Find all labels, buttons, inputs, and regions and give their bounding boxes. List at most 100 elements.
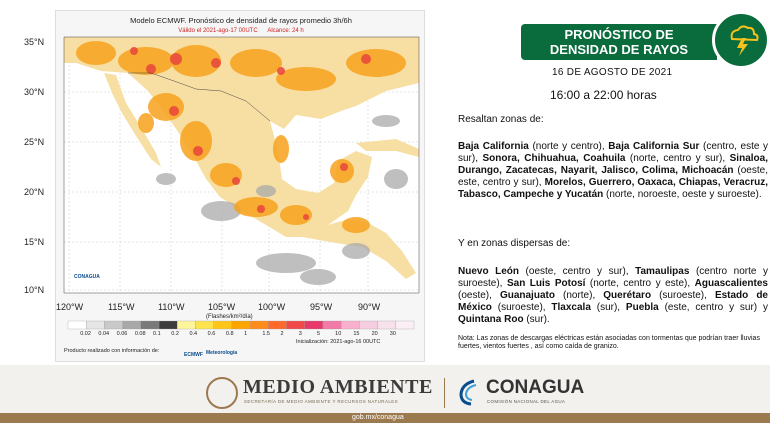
lightning-cloud-icon	[712, 11, 770, 69]
lat-label: 25°N	[24, 137, 45, 147]
scale-swatch	[231, 320, 251, 330]
header-title-line1: PRONÓSTICO DE	[564, 27, 674, 42]
scale-tick-label: 0.2	[171, 331, 179, 337]
meteorologia-logo: Meteorología	[206, 350, 238, 356]
scale-swatch	[322, 320, 342, 330]
zone-detail: (este, centro y sur) y	[658, 302, 768, 313]
scale-swatch	[67, 320, 87, 330]
zone-detail: (suroeste),	[491, 302, 552, 313]
scale-tick-label: 0.1	[153, 331, 161, 337]
scale-swatch	[86, 320, 105, 330]
zone-name: Baja California	[458, 141, 529, 152]
scale-swatch	[140, 320, 160, 330]
scale-tick-label: 1.5	[262, 331, 270, 337]
scale-swatch	[177, 320, 196, 330]
scale-tick-label: 15	[353, 331, 360, 337]
map-canvas	[63, 36, 420, 330]
zone-detail: (norte, centro y este),	[585, 278, 695, 289]
scale-tick-label: 0.02	[80, 331, 91, 337]
scale-tick-label: 3	[298, 331, 302, 337]
scale-tick-label: 0.04	[98, 331, 110, 337]
intro-scattered: Y en zonas dispersas de:	[458, 238, 571, 249]
zone-name: Guanajuato	[499, 290, 555, 301]
scale-tick-label: 0.8	[225, 331, 234, 337]
conagua-map-logo: CONAGUA	[74, 274, 100, 280]
lat-label: 15°N	[24, 237, 45, 247]
forecast-range: Alcance: 24 h	[267, 28, 304, 34]
forecast-header: PRONÓSTICO DE DENSIDAD DE RAYOS	[521, 24, 717, 60]
initialization-date: Inicialización: 2021-ago-16 00UTC	[296, 339, 381, 345]
color-scale	[67, 320, 415, 330]
valid-date: Válido el 2021-ago-17 00UTC	[178, 28, 258, 34]
conagua-subtitle: COMISIÓN NACIONAL DEL AGUA	[487, 399, 566, 404]
forecast-date: 16 DE AGOSTO DE 2021	[552, 67, 673, 78]
moderate-density-areas	[76, 41, 406, 233]
lat-label: 10°N	[24, 285, 45, 295]
scale-units: (Flashes/km²/día)	[206, 314, 253, 320]
zone-detail: (oeste, centro y sur),	[519, 266, 636, 277]
scale-swatch	[341, 320, 360, 330]
map-subtitle: Válido el 2021-ago-17 00UTC Alcance: 24 …	[56, 28, 426, 34]
zone-detail: (norte, noroeste, oeste y suroeste).	[603, 189, 762, 200]
zone-name: Nuevo León	[458, 266, 519, 277]
conagua-logo-icon	[459, 379, 477, 406]
zone-detail: (centro norte y suroeste),	[458, 266, 768, 289]
lat-label: 20°N	[24, 187, 45, 197]
scale-tick-label: 1	[244, 331, 248, 337]
forecast-hours: 16:00 a 22:00 horas	[550, 88, 657, 102]
scale-tick-label: 5	[316, 331, 320, 337]
zone-name: Sonora, Chihuahua, Coahuila	[482, 153, 626, 164]
cuba-land	[356, 139, 419, 157]
zone-detail: (norte y centro),	[528, 141, 609, 152]
scale-swatch	[213, 320, 233, 330]
high-density-areas	[130, 47, 371, 220]
lon-label: 115°W	[108, 302, 135, 312]
zone-name: Querétaro	[603, 290, 652, 301]
footer-divider	[444, 378, 445, 408]
zone-name: Baja California Sur	[608, 141, 700, 152]
central-america-land	[302, 219, 416, 279]
scale-swatch	[395, 320, 415, 330]
medio-ambiente-subtitle: SECRETARÍA DE MEDIO AMBIENTE Y RECURSOS …	[244, 399, 399, 404]
zone-detail: (norte, centro y sur),	[625, 153, 730, 164]
scale-swatch	[158, 320, 178, 330]
scale-tick-label: 0.06	[116, 331, 128, 337]
credits-text: Producto realizado con información de:	[64, 348, 160, 354]
footer-stripe	[0, 413, 770, 423]
scale-tick-label: 20	[371, 331, 378, 337]
medio-ambiente-title: MEDIO AMBIENTE	[243, 376, 433, 398]
scale-tick-label: 0.6	[207, 331, 216, 337]
scale-swatch	[359, 320, 378, 330]
zone-name: Estado de México	[458, 290, 768, 313]
lon-label: 110°W	[158, 302, 185, 312]
zone-detail: (oeste, este, centro y sur),	[458, 165, 768, 188]
scale-tick-label: 30	[389, 331, 396, 337]
borders	[63, 36, 420, 294]
low-density-areas	[156, 115, 408, 285]
highlight-zones-text: Baja California (norte y centro), Baja C…	[458, 141, 768, 201]
zone-name: Sinaloa, Durango, Zacatecas, Nayarit, Ja…	[458, 153, 768, 176]
header-title-line2: DENSIDAD DE RAYOS	[549, 42, 689, 57]
scale-swatch	[377, 320, 396, 330]
footer-url: gob.mx/conagua	[352, 414, 404, 421]
scale-tick-label: 0.08	[134, 331, 146, 337]
lon-label: 95°W	[310, 302, 333, 312]
scale-tick-label: 0.4	[189, 331, 198, 337]
scale-swatch	[286, 320, 305, 330]
scale-tick-label: 2	[280, 331, 284, 337]
lat-label: 30°N	[24, 87, 45, 97]
zone-detail: (sur).	[523, 314, 550, 325]
scale-swatch	[268, 320, 287, 330]
lightning-density-map: Modelo ECMWF. Pronóstico de densidad de …	[24, 10, 426, 362]
lon-label: 90°W	[358, 302, 381, 312]
scale-swatch	[249, 320, 269, 330]
zone-detail: (centro, este y sur),	[458, 141, 769, 164]
zone-detail: (sur),	[590, 302, 626, 313]
ecmwf-logo: ECMWF	[184, 352, 203, 358]
zone-name: Morelos, Guerrero, Oaxaca, Chiapas, Vera…	[458, 177, 768, 200]
scale-swatch	[195, 320, 214, 330]
zone-name: San Luis Potosí	[506, 278, 586, 289]
lon-label: 105°W	[208, 302, 236, 312]
mexico-land	[128, 73, 372, 237]
baja-california-land	[104, 73, 161, 167]
